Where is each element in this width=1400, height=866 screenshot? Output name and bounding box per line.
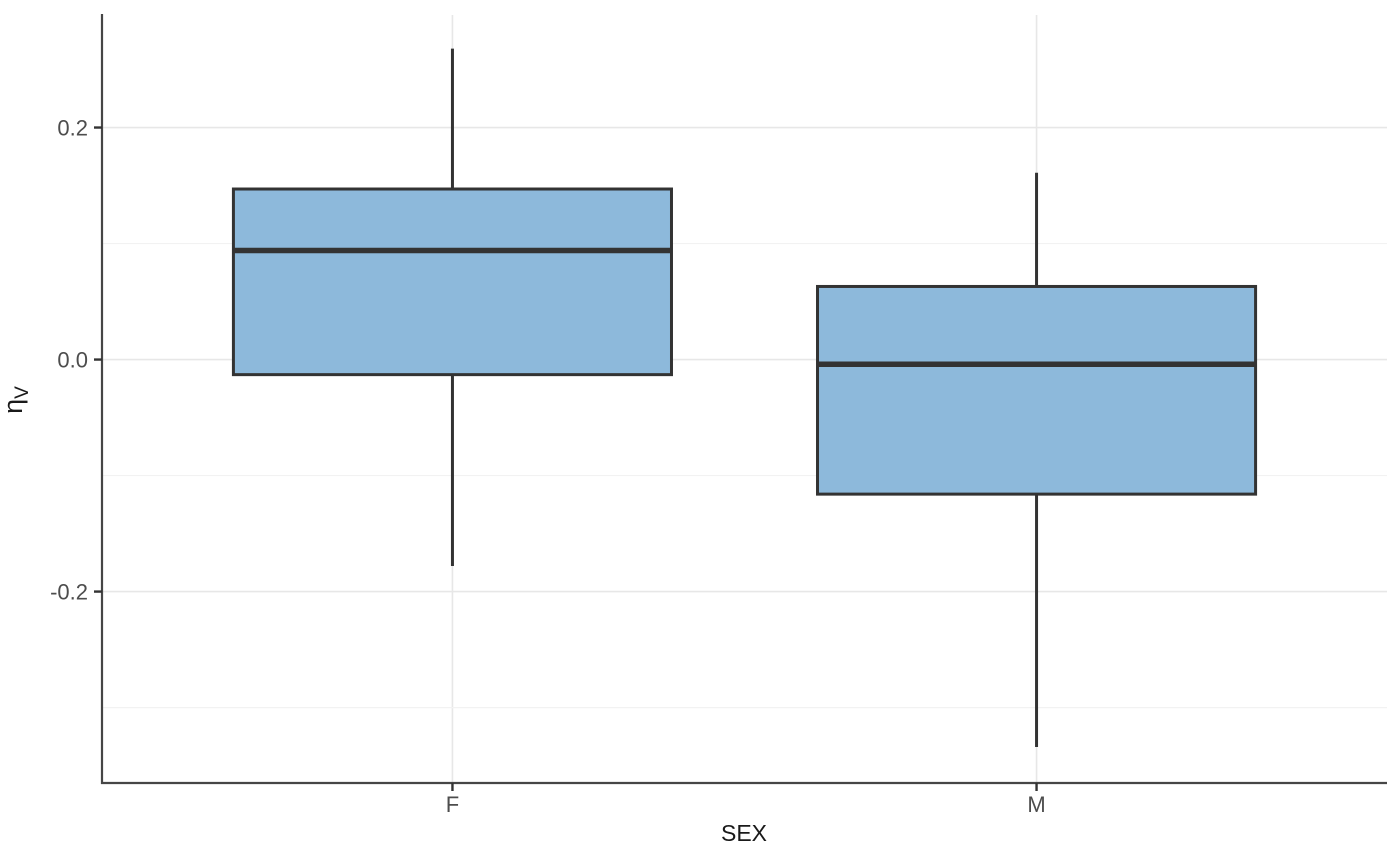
box-F bbox=[231, 187, 673, 377]
y-axis-title-base: η bbox=[0, 399, 28, 414]
tick-labels-layer: 0.2 0.0 -0.2 F M bbox=[50, 116, 1046, 817]
box-M bbox=[816, 284, 1258, 496]
boxplot-F bbox=[231, 48, 673, 567]
y-tick-label: 0.0 bbox=[57, 348, 88, 373]
y-tick-label: 0.2 bbox=[57, 116, 88, 141]
boxplot-M bbox=[816, 172, 1258, 748]
x-axis-title: SEX bbox=[721, 820, 767, 846]
y-axis-title: ηV bbox=[0, 386, 33, 414]
boxplots-layer bbox=[231, 48, 1258, 748]
x-tick-label-F: F bbox=[446, 792, 459, 817]
x-tick-label-M: M bbox=[1027, 792, 1045, 817]
y-tick-label: -0.2 bbox=[50, 580, 88, 605]
y-axis-title-subscript: V bbox=[12, 386, 33, 399]
axes-layer bbox=[94, 14, 1387, 791]
